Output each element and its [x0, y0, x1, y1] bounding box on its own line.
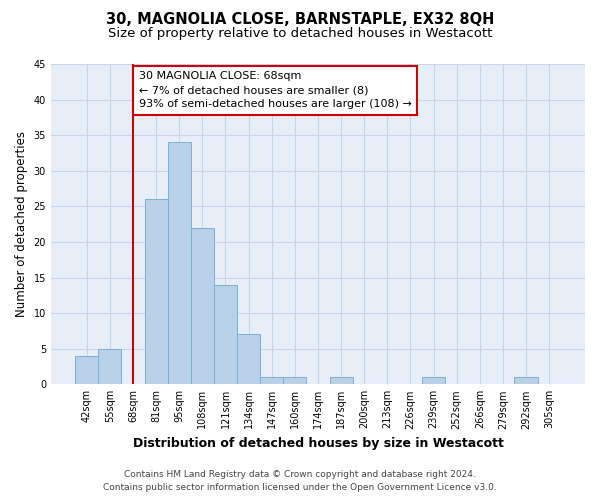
Bar — [214, 284, 237, 384]
Text: 30 MAGNOLIA CLOSE: 68sqm
← 7% of detached houses are smaller (8)
93% of semi-det: 30 MAGNOLIA CLOSE: 68sqm ← 7% of detache… — [139, 71, 412, 109]
Bar — [283, 377, 307, 384]
Bar — [167, 142, 191, 384]
Text: 30, MAGNOLIA CLOSE, BARNSTAPLE, EX32 8QH: 30, MAGNOLIA CLOSE, BARNSTAPLE, EX32 8QH — [106, 12, 494, 28]
Bar — [75, 356, 98, 384]
X-axis label: Distribution of detached houses by size in Westacott: Distribution of detached houses by size … — [133, 437, 503, 450]
Y-axis label: Number of detached properties: Number of detached properties — [15, 131, 28, 317]
Bar — [98, 348, 121, 384]
Bar — [191, 228, 214, 384]
Bar — [422, 377, 445, 384]
Bar — [237, 334, 260, 384]
Bar — [329, 377, 353, 384]
Text: Contains HM Land Registry data © Crown copyright and database right 2024.
Contai: Contains HM Land Registry data © Crown c… — [103, 470, 497, 492]
Bar — [260, 377, 283, 384]
Text: Size of property relative to detached houses in Westacott: Size of property relative to detached ho… — [108, 28, 492, 40]
Bar — [145, 199, 167, 384]
Bar — [514, 377, 538, 384]
